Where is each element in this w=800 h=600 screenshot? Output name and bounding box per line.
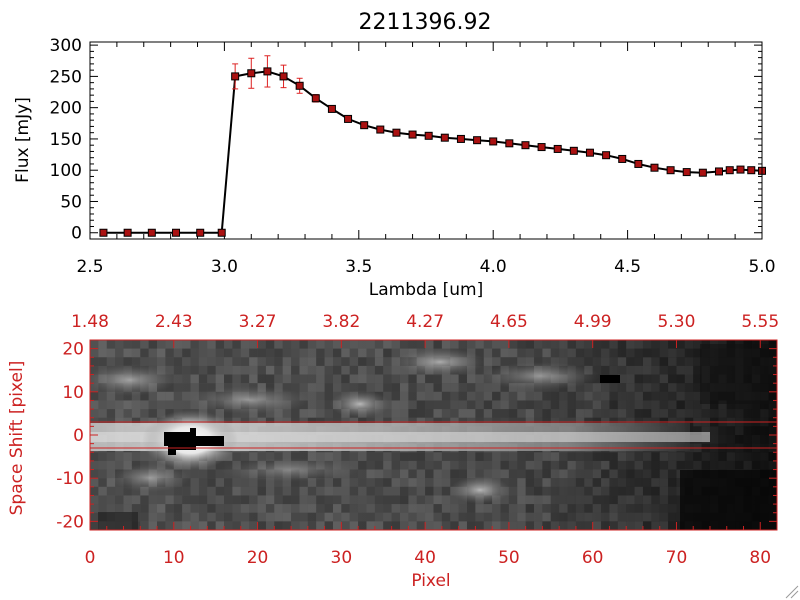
spectrum-point — [440, 133, 449, 142]
image-y-tick-label: 10 — [62, 383, 84, 403]
spectrum-point — [618, 154, 627, 163]
spectrum-point — [585, 148, 594, 157]
image-top-tick-label: 5.55 — [741, 312, 779, 332]
spectrum-point — [473, 136, 482, 145]
spectrum-y-tick-label: 50 — [60, 192, 82, 212]
spectrum-markers — [99, 67, 766, 237]
image-x-tick-label: 30 — [331, 548, 353, 568]
spectrum-y-label: Flux [mJy] — [13, 97, 33, 183]
spectrum-point — [602, 151, 611, 160]
spectrum-point — [231, 72, 240, 81]
spectrum-x-tick-label: 2.5 — [76, 257, 103, 277]
spectrum-point — [279, 72, 288, 81]
spectrum-point — [263, 67, 272, 76]
spectrum-point — [714, 167, 723, 176]
image-y-tick-label: -10 — [56, 469, 84, 489]
spectrum-image-plot: 0 10 20 30 40 50 60 70 80 1.48 2.43 3.27 3.82 4.27 4.… — [7, 312, 779, 591]
spectrum-point — [569, 146, 578, 155]
spectrum-title: 2211396.92 — [359, 10, 492, 35]
image-y-tick-label: -20 — [56, 512, 84, 532]
spectrum-x-tick-label: 5.0 — [748, 257, 775, 277]
image-top-tick-label: 3.27 — [239, 312, 277, 332]
spectrum-point — [123, 228, 132, 237]
spectrum-point — [424, 131, 433, 140]
spectrum-point — [747, 166, 756, 175]
image-x-tick-label: 80 — [749, 548, 771, 568]
spectrum-point — [172, 228, 181, 237]
spectrum-point — [360, 121, 369, 130]
image-x-axis: 0 10 20 30 40 50 60 70 80 — [85, 522, 778, 568]
extraction-window-lines — [90, 421, 777, 449]
spectrum-y-axis: 0 50 100 150 200 250 300 — [50, 36, 762, 244]
spectrum-y-tick-label: 0 — [71, 224, 82, 244]
image-x-tick-label: 50 — [498, 548, 520, 568]
spectrum-point — [295, 81, 304, 90]
spectrum-y-tick-label: 100 — [50, 161, 82, 181]
spectrum-point — [698, 168, 707, 177]
image-x-tick-label: 60 — [582, 548, 604, 568]
spectrum-point — [99, 228, 108, 237]
image-top-tick-label: 4.99 — [574, 312, 612, 332]
spectrum-point — [505, 139, 514, 148]
image-x-tick-label: 0 — [85, 548, 96, 568]
spectrum-point — [311, 94, 320, 103]
image-x-tick-label: 10 — [163, 548, 185, 568]
spectrum-x-axis: 2.5 3.0 3.5 4.0 4.5 5.0 — [76, 42, 776, 277]
spectrum-point — [521, 141, 530, 150]
spectrum-point — [247, 69, 256, 78]
image-x-tick-label: 40 — [414, 548, 436, 568]
spectrum-point — [456, 134, 465, 143]
spectrum-plot-frame — [89, 41, 763, 240]
spectrum-y-tick-label: 250 — [50, 67, 82, 87]
spectrum-y-tick-label: 200 — [50, 99, 82, 119]
spectrum-point — [736, 165, 745, 174]
spectrum-point — [147, 228, 156, 237]
spectrum-x-label: Lambda [um] — [369, 280, 483, 300]
spectrum-x-tick-label: 4.0 — [480, 257, 507, 277]
image-y-tick-label: 0 — [73, 426, 84, 446]
spectrum-point — [553, 144, 562, 153]
image-top-tick-label: 2.43 — [155, 312, 193, 332]
image-top-wavelength-axis: 1.48 2.43 3.27 3.82 4.27 4.65 4.99 5.30 5.55 — [71, 312, 779, 348]
image-top-tick-label: 4.65 — [490, 312, 528, 332]
image-x-label: Pixel — [411, 571, 450, 591]
image-top-tick-label: 3.82 — [322, 312, 360, 332]
spectrum-point — [217, 228, 226, 237]
spectrum-image — [90, 340, 777, 530]
spectrum-y-tick-label: 300 — [50, 36, 82, 56]
spectrum-point — [537, 143, 546, 152]
image-top-tick-label: 1.48 — [71, 312, 109, 332]
image-x-tick-label: 70 — [666, 548, 688, 568]
spectrum-series-line — [103, 70, 763, 234]
spectrum-point — [650, 163, 659, 172]
image-top-tick-label: 5.30 — [658, 312, 696, 332]
spectrum-x-tick-label: 4.5 — [614, 257, 641, 277]
spectrum-point — [327, 104, 336, 113]
spectrum-x-tick-label: 3.5 — [345, 257, 372, 277]
resize-grip-icon[interactable] — [785, 585, 799, 599]
image-y-tick-label: 20 — [62, 340, 84, 360]
image-top-tick-label: 4.27 — [406, 312, 444, 332]
spectrum-point — [376, 125, 385, 134]
spectrum-point — [666, 166, 675, 175]
spectrum-point — [392, 128, 401, 137]
spectrum-point — [682, 168, 691, 177]
spectrum-point — [634, 159, 643, 168]
spectrum-x-tick-label: 3.0 — [211, 257, 238, 277]
image-y-label: Space Shift [pixel] — [7, 361, 27, 516]
image-y-axis: -20 -10 0 10 20 — [56, 340, 777, 532]
spectrum-point — [344, 114, 353, 123]
spectrum-point — [725, 166, 734, 175]
spectrum-point — [196, 228, 205, 237]
spectrum-plot: 2211396.92 0 50 100 150 200 250 300 2.5 3.0 3.5 4… — [13, 10, 776, 300]
spectrum-point — [489, 137, 498, 146]
spectrum-point — [408, 130, 417, 139]
spectrum-error-bars — [232, 55, 765, 175]
spectrum-line — [103, 70, 763, 234]
image-x-tick-label: 20 — [247, 548, 269, 568]
spectrum-y-tick-label: 150 — [50, 130, 82, 150]
